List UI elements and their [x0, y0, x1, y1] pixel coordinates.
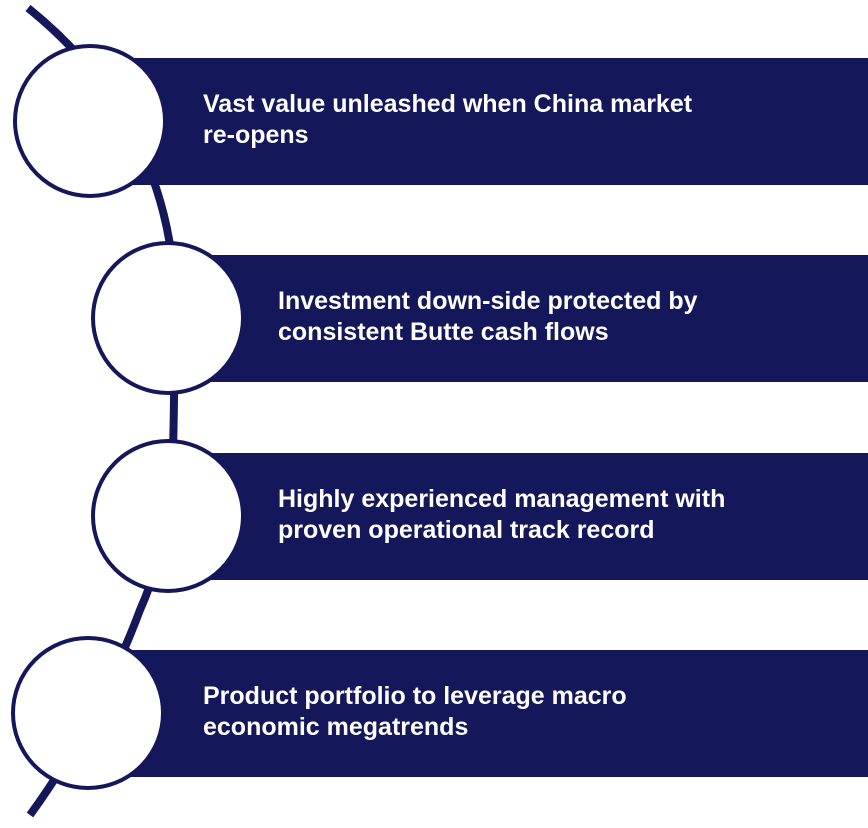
item-bar — [90, 650, 868, 777]
item-text: Vast value unleashed when China market — [203, 90, 693, 118]
item-circle — [11, 636, 165, 790]
item-text: Highly experienced management with — [278, 485, 725, 513]
item-circle — [91, 439, 245, 593]
item-text: re-opens — [203, 121, 309, 149]
item-bar — [165, 255, 868, 382]
item-text: consistent Butte cash flows — [278, 318, 609, 346]
item-circle — [91, 241, 245, 395]
item-bar — [165, 453, 868, 580]
item-text: proven operational track record — [278, 516, 655, 544]
item-text: Product portfolio to leverage macro — [203, 682, 627, 710]
item-text: economic megatrends — [203, 713, 468, 741]
item-bar — [90, 58, 868, 185]
rows: Vast value unleashed when China market re… — [11, 44, 868, 790]
item-text: Investment down-side protected by — [278, 287, 698, 315]
item-circle — [13, 44, 167, 198]
